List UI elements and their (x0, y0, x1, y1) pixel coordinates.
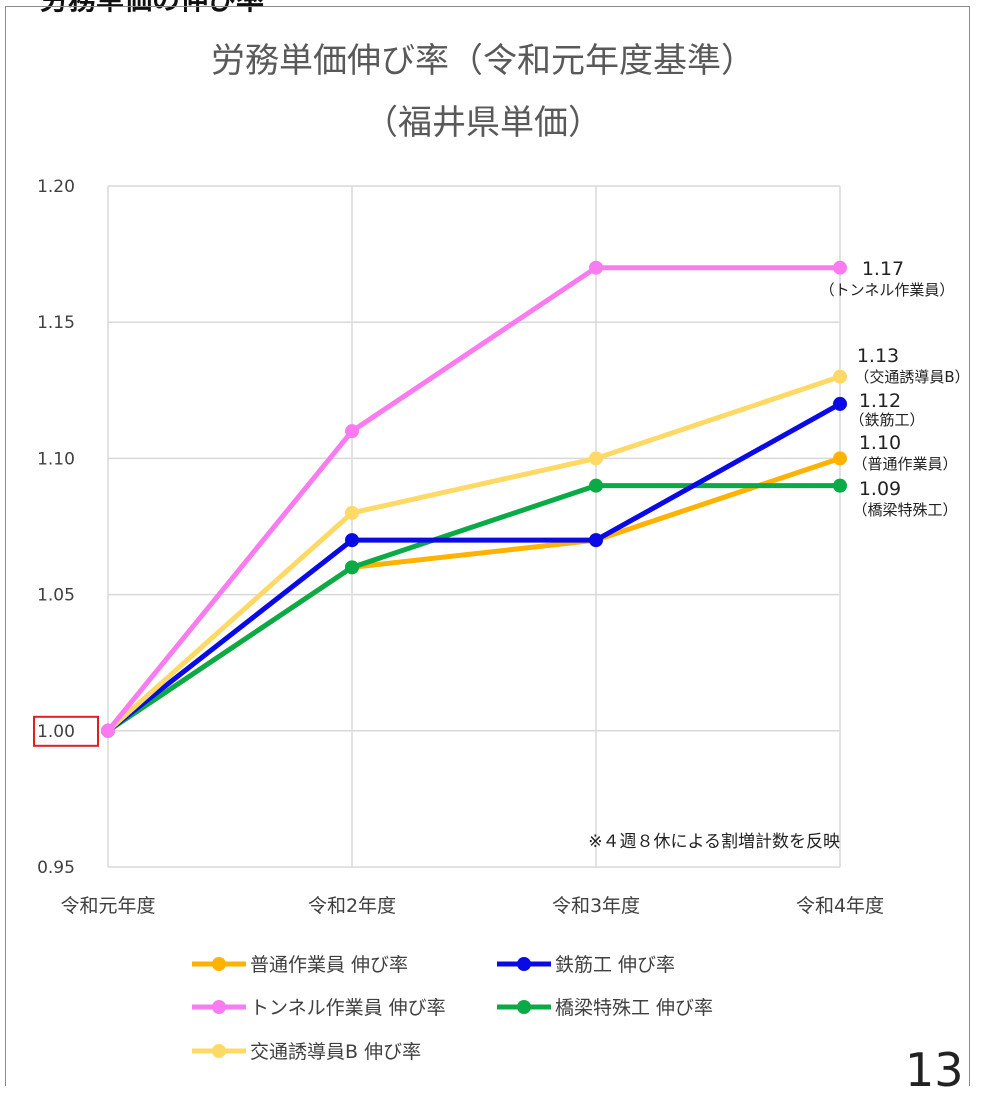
data-point (833, 260, 847, 275)
y-tick-label: 1.15 (37, 313, 75, 333)
data-point (345, 505, 359, 520)
legend-label: トンネル作業員 伸び率 (250, 997, 446, 1019)
partial-page-title: 労務単価の伸び率 (40, 0, 264, 18)
end-value-label: 1.10 (859, 432, 901, 454)
end-series-label: （普通作業員） (852, 455, 957, 473)
legend-swatch-marker (212, 1044, 226, 1058)
y-tick-label: 1.10 (37, 449, 75, 469)
y-tick-label: 1.05 (37, 586, 75, 606)
x-tick-label: 令和3年度 (552, 895, 640, 917)
legend-label: 橋梁特殊工 伸び率 (555, 997, 713, 1019)
data-point (833, 396, 847, 411)
chart-frame (5, 6, 970, 1086)
end-series-label: （鉄筋工） (849, 411, 924, 429)
chart-gridlines (107, 185, 841, 868)
page-number: 13 (905, 1043, 964, 1097)
y-tick-label: 0.95 (37, 858, 75, 878)
chart-title: 労務単価伸び率（令和元年度基準） (211, 41, 755, 81)
y-tick-label: 1.20 (37, 177, 75, 197)
data-point (345, 560, 359, 575)
legend-swatch-marker (212, 1000, 226, 1014)
legend-swatch-marker (517, 1000, 531, 1014)
legend-label: 交通誘導員B 伸び率 (250, 1041, 421, 1063)
legend-swatch-marker (212, 957, 226, 971)
legend-label: 鉄筋工 伸び率 (555, 954, 675, 976)
data-point (833, 478, 847, 493)
series-line (106, 483, 840, 733)
data-point (833, 451, 847, 466)
end-labels: 1.10（普通作業員） 1.12（鉄筋工） 1.17（トンネル作業員） 1.09（橋梁… (820, 258, 970, 519)
end-series-label: （交通誘導員B） (854, 368, 969, 386)
y-tick-label: 1.00 (37, 722, 75, 742)
end-value-label: 1.12 (859, 390, 901, 412)
highlight-box (33, 715, 99, 747)
end-value-label: 1.17 (862, 258, 904, 280)
y-axis: 1.20 1.15 1.10 1.05 1.00 0.95 (33, 177, 99, 878)
x-axis: 令和元年度 令和2年度 令和3年度 令和4年度 (60, 895, 884, 917)
data-point (345, 533, 359, 548)
x-tick-label: 令和4年度 (796, 895, 884, 917)
end-series-label: （トンネル作業員） (820, 281, 955, 299)
data-point (101, 723, 115, 738)
data-point (589, 451, 603, 466)
data-point (589, 533, 603, 548)
series-lines (101, 260, 847, 738)
end-value-label: 1.13 (857, 345, 899, 367)
series-line (106, 374, 841, 733)
chart-note: ※４週８休による割増計数を反映 (588, 832, 840, 852)
data-point (345, 424, 359, 439)
legend-label: 普通作業員 伸び率 (250, 954, 408, 976)
legend-swatch-marker (517, 957, 531, 971)
data-point (589, 260, 603, 275)
series-line (106, 401, 842, 733)
end-series-label: （橋梁特殊工） (852, 501, 957, 519)
data-point (589, 478, 603, 493)
x-tick-label: 令和元年度 (60, 895, 155, 917)
x-tick-label: 令和2年度 (308, 895, 396, 917)
data-point (833, 369, 847, 384)
chart-subtitle: （福井県単価） (364, 103, 602, 143)
series-line (106, 265, 840, 733)
end-value-label: 1.09 (859, 478, 901, 500)
